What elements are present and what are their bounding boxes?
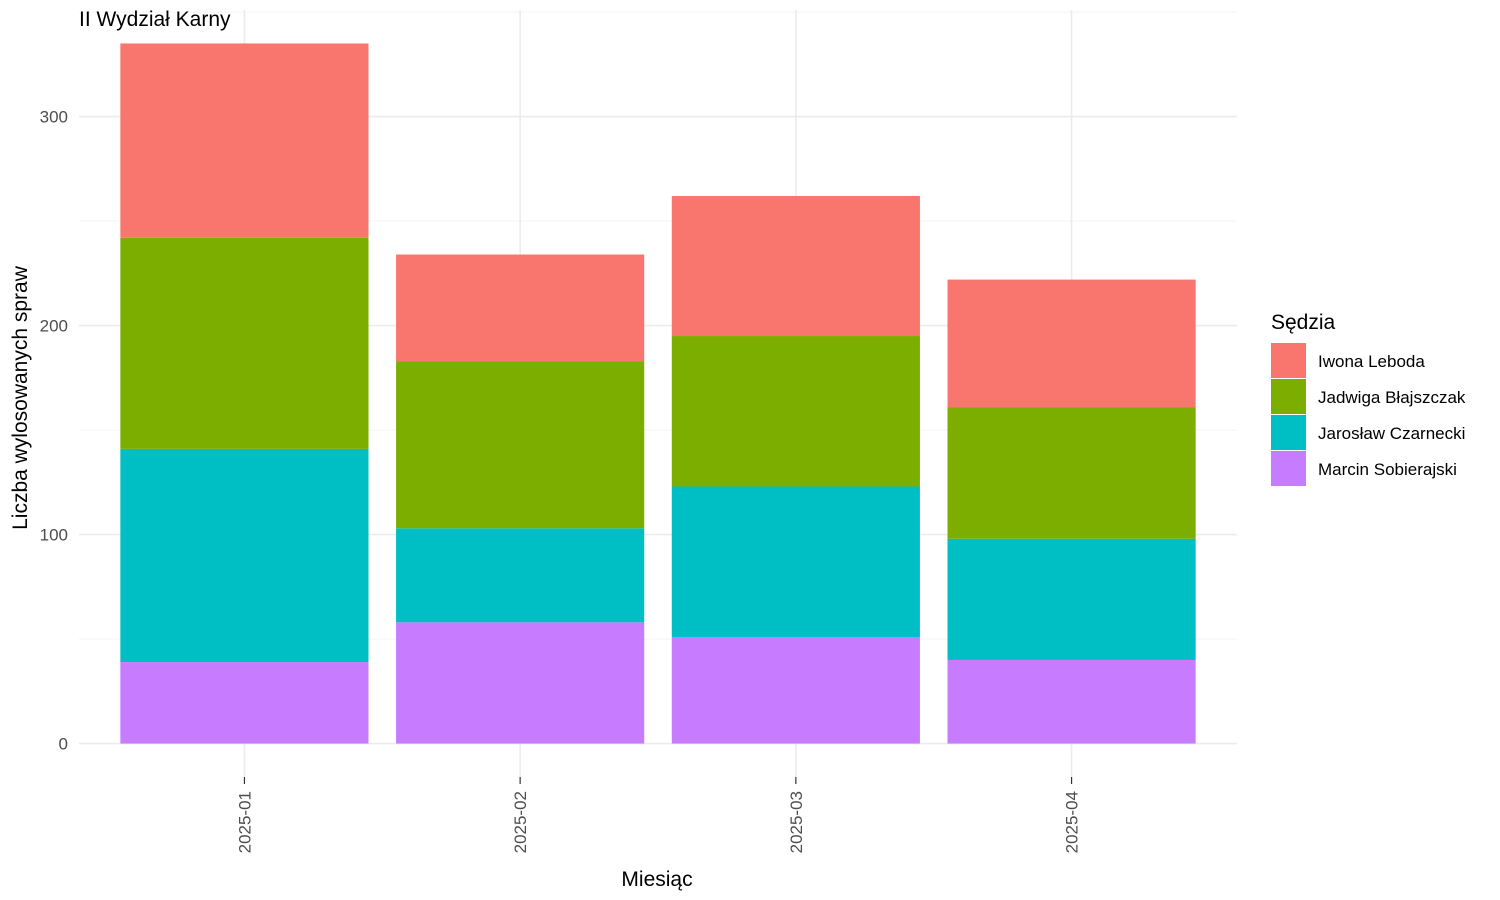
bar-segment: [120, 448, 369, 663]
bar-segment: [396, 254, 645, 362]
bar-segment: [120, 237, 369, 449]
x-axis-label: Miesiąc: [621, 868, 692, 891]
bar-segment: [671, 336, 920, 487]
bars: [120, 43, 1196, 744]
legend-label: Iwona Leboda: [1318, 352, 1425, 371]
legend: Sędzia Iwona Leboda Jadwiga Błajszczak Jar…: [1271, 311, 1466, 486]
bar-segment: [671, 636, 920, 744]
y-tick-label: 300: [40, 108, 68, 127]
legend-label: Jarosław Czarnecki: [1318, 424, 1465, 443]
x-tick-label: 2025-02: [511, 791, 530, 853]
legend-key: [1271, 451, 1306, 486]
x-tick-label: 2025-01: [235, 791, 254, 853]
x-tick-label: 2025-03: [787, 791, 806, 853]
legend-key: [1271, 415, 1306, 450]
x-tick-label: 2025-04: [1063, 791, 1082, 853]
bar-segment: [396, 361, 645, 529]
legend-label: Marcin Sobierajski: [1318, 460, 1457, 479]
y-tick-label: 100: [40, 526, 68, 545]
bar-segment: [671, 196, 920, 337]
bar-segment: [947, 538, 1196, 660]
bar-segment: [947, 279, 1196, 408]
legend-key: [1271, 343, 1306, 378]
x-axis-ticks: 2025-01 2025-02 2025-03 2025-04: [235, 777, 1082, 853]
y-tick-label: 200: [40, 317, 68, 336]
bar-segment: [396, 528, 645, 623]
bar-segment: [120, 662, 369, 744]
bar-segment: [947, 407, 1196, 539]
y-axis-label: Liczba wylosowanych spraw: [9, 265, 32, 530]
chart-title: II Wydział Karny: [79, 8, 231, 31]
bar-segment: [396, 622, 645, 744]
legend-title: Sędzia: [1271, 311, 1336, 334]
bar-segment: [120, 43, 369, 238]
bar-segment: [947, 659, 1196, 744]
y-axis-ticks: 0 100 200 300: [40, 108, 68, 754]
legend-key: [1271, 379, 1306, 414]
y-tick-label: 0: [59, 735, 68, 754]
bar-segment: [671, 486, 920, 637]
legend-label: Jadwiga Błajszczak: [1318, 388, 1466, 407]
